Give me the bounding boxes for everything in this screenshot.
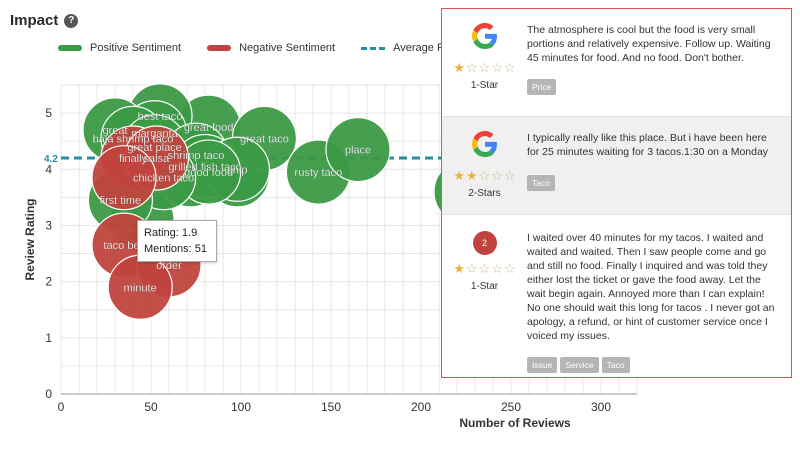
- y-tick-label: 5: [45, 106, 52, 120]
- bubble-label: minute: [124, 282, 157, 294]
- star-empty-icon: ☆: [491, 168, 503, 183]
- star-empty-icon: ☆: [503, 168, 516, 183]
- tooltip-mentions: Mentions: 51: [144, 243, 207, 255]
- bubble-label: grilled fish taco: [168, 161, 241, 173]
- review-text: I typically really like this place. But …: [527, 132, 769, 158]
- review-item[interactable]: ★ ☆ ☆ ☆ ☆ 1-Star The atmosphere is cool but th…: [442, 9, 791, 117]
- bubble-label: salsa: [144, 153, 171, 165]
- bubble-label: rusty taco: [295, 167, 343, 179]
- x-axis-title: Number of Reviews: [459, 416, 571, 430]
- google-logo-icon: [471, 23, 498, 54]
- legend-swatch-negative: [207, 45, 232, 51]
- star-rating: ★ ☆ ☆ ☆ ☆: [453, 61, 515, 74]
- bubble-label: best taco: [138, 111, 183, 123]
- star-filled-icon: ★: [466, 168, 478, 183]
- bubble-label: taco bell: [104, 240, 145, 252]
- bubble-label: place: [345, 145, 371, 157]
- tooltip-rating: Rating: 1.9: [144, 227, 198, 239]
- bubble-label: finally: [119, 153, 148, 165]
- chart-tooltip: Rating: 1.9 Mentions: 51: [137, 220, 217, 262]
- star-empty-icon: ☆: [503, 261, 516, 276]
- rating-label: 1-Star: [470, 281, 499, 292]
- review-body: I typically really like this place. But …: [527, 117, 791, 214]
- review-body: I waited over 40 minutes for my tacos. I…: [527, 217, 791, 377]
- x-tick-label: 200: [411, 400, 431, 414]
- y-tick-label: 4: [45, 162, 52, 176]
- x-tick-label: 150: [321, 400, 341, 414]
- page-title: Impact: [10, 12, 59, 29]
- star-filled-icon: ★: [453, 261, 466, 276]
- y-tick-label: 2: [45, 275, 52, 289]
- review-item[interactable]: ★ ★ ☆ ☆ ☆ 2-Stars I typically really like this…: [442, 117, 791, 215]
- review-tags: Issue Service Taco: [527, 357, 777, 373]
- review-tag[interactable]: Taco: [601, 357, 630, 373]
- legend-label-negative: Negative Sentiment: [239, 42, 336, 54]
- star-empty-icon: ☆: [491, 60, 503, 75]
- bubble-label: great place: [127, 142, 181, 154]
- star-rating: ★ ☆ ☆ ☆ ☆: [453, 262, 515, 275]
- bubble-positive: [325, 117, 391, 183]
- reviewer-column: ★ ☆ ☆ ☆ ☆ 1-Star: [442, 9, 527, 116]
- x-tick-label: 0: [58, 400, 65, 414]
- star-empty-icon: ☆: [466, 60, 478, 75]
- review-tags: Taco: [527, 175, 777, 191]
- star-filled-icon: ★: [453, 168, 466, 183]
- rating-label: 1-Star: [470, 80, 499, 91]
- bubble-label: marganta: [131, 128, 178, 140]
- star-empty-icon: ☆: [466, 261, 478, 276]
- review-tag[interactable]: Price: [527, 79, 557, 95]
- bubble-label: shrimp taco: [168, 150, 225, 162]
- average-rating-label: 4.2: [44, 154, 58, 165]
- bubble-chart: 0 50 100 150 200 250 300 0 1 2 3 4 5 Number of Review…: [23, 83, 638, 430]
- y-tick-label: 3: [45, 218, 52, 232]
- bubble-label: good food: [184, 167, 233, 179]
- review-tag[interactable]: Issue: [527, 357, 558, 373]
- review-text: I waited over 40 minutes for my tacos. I…: [527, 232, 775, 342]
- user-avatar: 2: [472, 231, 497, 255]
- bubble-label: first time: [100, 195, 142, 207]
- legend-item-positive[interactable]: Positive Sentiment: [58, 42, 181, 54]
- y-axis-title: Review Rating: [23, 198, 37, 280]
- x-tick-label: 100: [231, 400, 251, 414]
- star-empty-icon: ☆: [478, 261, 491, 276]
- header: Impact ?: [10, 12, 79, 29]
- bubble-negative: [91, 145, 157, 211]
- star-empty-icon: ☆: [503, 60, 516, 75]
- x-tick-label: 250: [501, 400, 521, 414]
- legend-swatch-average: [361, 46, 386, 50]
- x-tick-label: 300: [591, 400, 611, 414]
- star-empty-icon: ☆: [491, 261, 503, 276]
- help-icon[interactable]: ?: [64, 13, 79, 28]
- review-item[interactable]: 2 ★ ☆ ☆ ☆ ☆ 1-Star I waited over 40 minutes for…: [442, 215, 791, 377]
- bubble-label: chicken taco: [133, 173, 194, 185]
- legend-label-positive: Positive Sentiment: [90, 42, 182, 54]
- rating-label: 2-Stars: [468, 188, 501, 199]
- review-text: The atmosphere is cool but the food is v…: [527, 24, 771, 64]
- legend-item-negative[interactable]: Negative Sentiment: [207, 42, 335, 54]
- review-body: The atmosphere is cool but the food is v…: [527, 9, 791, 116]
- reviewer-column: 2 ★ ☆ ☆ ☆ ☆ 1-Star: [442, 217, 527, 377]
- x-tick-label: 50: [144, 400, 158, 414]
- star-empty-icon: ☆: [478, 60, 491, 75]
- y-tick-label: 1: [45, 331, 52, 345]
- bubble-label: order: [156, 260, 182, 272]
- reviews-panel[interactable]: ★ ☆ ☆ ☆ ☆ 1-Star The atmosphere is cool but th…: [441, 8, 792, 378]
- legend-swatch-positive: [58, 45, 82, 51]
- star-empty-icon: ☆: [478, 168, 491, 183]
- bubble-label: great taco: [240, 133, 289, 145]
- y-tick-label: 0: [45, 387, 52, 401]
- google-logo-icon: [471, 131, 498, 162]
- star-filled-icon: ★: [453, 60, 466, 75]
- review-tag[interactable]: Service: [560, 357, 599, 373]
- bubble-label: great food: [184, 122, 234, 134]
- review-tags: Price: [527, 79, 777, 95]
- bubble-label: chip: [227, 164, 247, 176]
- review-tag[interactable]: Taco: [527, 175, 555, 191]
- bubble-label: great: [102, 125, 127, 137]
- star-rating: ★ ★ ☆ ☆ ☆: [453, 169, 515, 182]
- reviewer-column: ★ ★ ☆ ☆ ☆ 2-Stars: [442, 117, 527, 214]
- bubble-label: baja shrimp taco: [93, 133, 174, 145]
